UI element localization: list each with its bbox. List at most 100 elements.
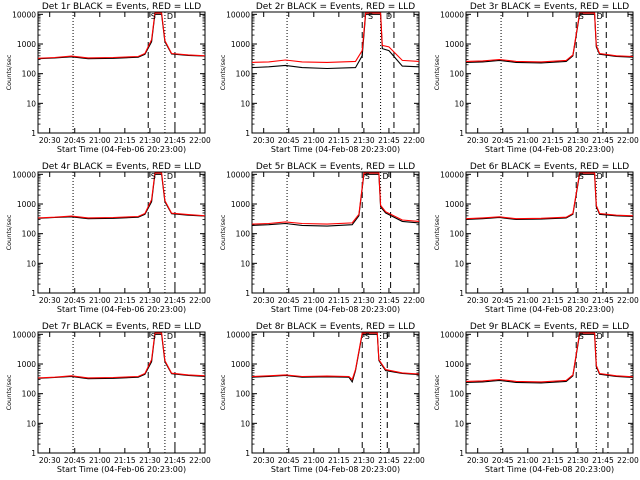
x-tick-label: 20:30 xyxy=(467,456,489,465)
x-tick-label: 21:30 xyxy=(567,136,589,145)
y-tick-label: 100 xyxy=(450,70,465,79)
marker-label: D xyxy=(386,12,392,21)
panel-6: Det 6r BLACK = Events, RED = LLD 1 10 100 10… xyxy=(433,162,639,314)
series-line-black xyxy=(37,13,206,60)
y-tick-label: 10 xyxy=(454,99,464,108)
x-tick-label: 20:45 xyxy=(492,296,514,305)
y-tick-label: 1 xyxy=(31,289,36,298)
panel-title: Det 6r BLACK = Events, RED = LLD xyxy=(470,162,629,172)
x-axis-label: Start Time (04-Feb-08 20:23:00) xyxy=(271,305,400,314)
x-tick-label: 21:00 xyxy=(303,456,325,465)
y-tick-label: 10 xyxy=(26,99,36,108)
x-tick-label: 21:00 xyxy=(89,136,111,145)
series-line-black xyxy=(465,173,634,221)
x-tick-label: 21:00 xyxy=(517,136,539,145)
x-tick-label: 20:45 xyxy=(492,456,514,465)
y-tick-label: 1000 xyxy=(17,40,36,49)
marker-label: D xyxy=(383,332,389,341)
x-tick-label: 21:45 xyxy=(592,296,614,305)
series-line-red xyxy=(465,12,634,63)
y-tick-label: 100 xyxy=(22,230,37,239)
marker-label: D xyxy=(597,332,603,341)
x-axis-label: Start Time (04-Feb-08 20:23:00) xyxy=(485,145,614,154)
series-line-red xyxy=(37,172,206,219)
series-line-black xyxy=(465,333,634,384)
x-tick-label: 21:00 xyxy=(303,296,325,305)
x-tick-label: 21:15 xyxy=(114,296,136,305)
y-axis-label: Counts/sec xyxy=(433,374,441,410)
x-axis-label: Start Time (04-Feb-06 20:23:00) xyxy=(57,465,186,474)
plot-frame xyxy=(37,171,206,294)
x-axis-label: Start Time (04-Feb-08 20:23:00) xyxy=(485,305,614,314)
x-tick-label: 20:45 xyxy=(278,136,300,145)
x-tick-label: 21:00 xyxy=(89,296,111,305)
x-tick-label: 22:00 xyxy=(617,136,639,145)
plot-frame xyxy=(251,171,420,294)
x-tick-label: 21:45 xyxy=(592,456,614,465)
x-tick-label: 21:30 xyxy=(567,456,589,465)
y-axis-label: Counts/sec xyxy=(433,214,441,250)
panel-title: Det 7r BLACK = Events, RED = LLD xyxy=(42,322,201,332)
y-axis-label: Counts/sec xyxy=(219,214,227,250)
series-line-red xyxy=(251,12,420,63)
x-tick-label: 21:30 xyxy=(353,296,375,305)
y-tick-label: 1 xyxy=(459,449,464,458)
x-tick-label: 20:30 xyxy=(253,296,275,305)
series-line-red xyxy=(465,332,634,383)
y-tick-label: 1 xyxy=(245,289,250,298)
y-axis-label: Counts/sec xyxy=(433,54,441,90)
x-tick-label: 22:00 xyxy=(403,296,425,305)
x-tick-label: 22:00 xyxy=(403,136,425,145)
panel-title: Det 8r BLACK = Events, RED = LLD xyxy=(256,322,415,332)
panel-2: Det 2r BLACK = Events, RED = LLD 1 10 100 10… xyxy=(219,2,425,154)
panel-3: Det 3r BLACK = Events, RED = LLD 1 10 100 10… xyxy=(433,2,639,154)
y-tick-label: 100 xyxy=(450,230,465,239)
y-tick-label: 100 xyxy=(236,70,251,79)
marker-label: S xyxy=(151,172,156,181)
panel-title: Det 1r BLACK = Events, RED = LLD xyxy=(42,2,201,12)
x-tick-label: 21:00 xyxy=(303,136,325,145)
panel-1: Det 1r BLACK = Events, RED = LLD 1 10 100 10… xyxy=(5,2,211,154)
x-axis-label: Start Time (04-Feb-06 20:23:00) xyxy=(57,145,186,154)
x-tick-label: 22:00 xyxy=(189,456,211,465)
marker-label: S xyxy=(151,332,156,341)
x-tick-label: 21:15 xyxy=(328,136,350,145)
panel-title: Det 9r BLACK = Events, RED = LLD xyxy=(470,322,629,332)
x-tick-label: 20:45 xyxy=(278,296,300,305)
y-tick-label: 10000 xyxy=(226,330,250,339)
y-tick-label: 100 xyxy=(236,390,251,399)
x-tick-label: 21:30 xyxy=(139,136,161,145)
y-tick-label: 100 xyxy=(22,390,37,399)
x-tick-label: 21:15 xyxy=(114,456,136,465)
plot-frame xyxy=(465,331,634,454)
y-tick-label: 10 xyxy=(454,419,464,428)
x-axis-label: Start Time (04-Feb-08 20:23:00) xyxy=(271,465,400,474)
marker-label: S xyxy=(365,172,370,181)
x-tick-label: 20:45 xyxy=(64,296,86,305)
x-tick-label: 21:45 xyxy=(592,136,614,145)
x-tick-label: 21:15 xyxy=(328,456,350,465)
plot-frame xyxy=(465,11,634,134)
x-tick-label: 22:00 xyxy=(189,296,211,305)
plot-frame xyxy=(465,171,634,294)
y-tick-label: 1 xyxy=(31,129,36,138)
x-tick-label: 21:45 xyxy=(164,136,186,145)
x-tick-label: 21:30 xyxy=(353,136,375,145)
x-tick-label: 20:30 xyxy=(467,296,489,305)
x-tick-label: 21:30 xyxy=(353,456,375,465)
x-tick-label: 20:30 xyxy=(39,456,61,465)
series-line-red xyxy=(465,172,634,220)
x-tick-label: 20:45 xyxy=(278,456,300,465)
plot-frame xyxy=(37,331,206,454)
series-line-red xyxy=(251,172,420,225)
y-tick-label: 1 xyxy=(459,129,464,138)
y-tick-label: 10 xyxy=(240,99,250,108)
x-tick-label: 21:15 xyxy=(542,296,564,305)
marker-label: D xyxy=(167,332,173,341)
x-tick-label: 21:45 xyxy=(378,456,400,465)
series-line-black xyxy=(465,13,634,64)
y-tick-label: 100 xyxy=(236,230,251,239)
y-tick-label: 10000 xyxy=(12,330,36,339)
y-tick-label: 10 xyxy=(26,259,36,268)
series-line-black xyxy=(251,333,420,384)
